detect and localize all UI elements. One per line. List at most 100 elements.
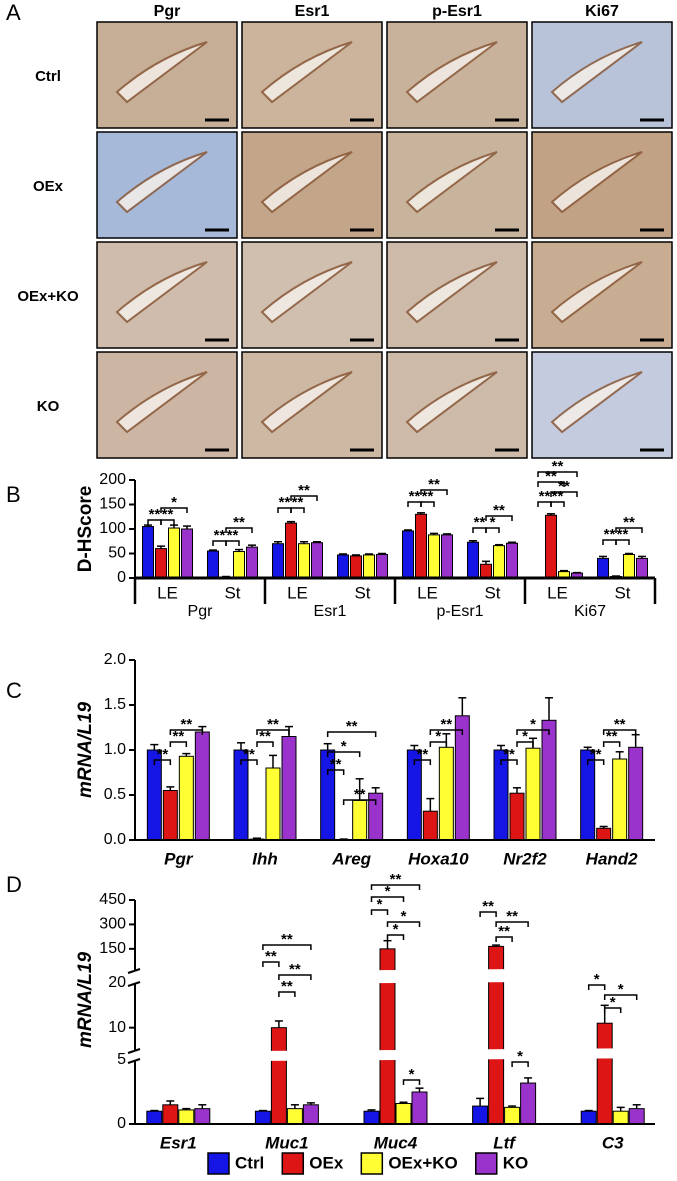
bar	[438, 746, 454, 841]
panel-label: B	[6, 482, 21, 507]
legend-label: OEx+KO	[388, 1153, 457, 1172]
lumen	[550, 371, 643, 434]
significance-label: **	[289, 961, 301, 978]
significance-label: **	[214, 527, 226, 544]
significance-label: *	[393, 921, 399, 938]
significance-label: **	[267, 716, 279, 733]
column-header: p-Esr1	[432, 3, 482, 20]
x-tick-label: LE	[547, 583, 568, 602]
bar	[472, 1105, 489, 1125]
significance-label: **	[552, 488, 564, 505]
significance-bracket	[516, 741, 534, 747]
significance-bracket	[370, 909, 389, 915]
significance-label: **	[180, 716, 192, 733]
bar	[480, 563, 492, 579]
micrograph	[241, 131, 383, 239]
break-mark	[127, 1048, 141, 1054]
bar	[352, 799, 368, 841]
y-tick-label: 450	[99, 891, 126, 908]
significance-bracket	[537, 481, 565, 487]
y-axis-label: mRNA/L19	[75, 952, 96, 1049]
row-label: OEx	[33, 178, 64, 195]
micrograph	[241, 241, 383, 349]
y-tick-label: 5	[117, 1051, 126, 1068]
lumen	[260, 151, 353, 214]
significance-label: **	[539, 488, 551, 505]
significance-bracket	[342, 799, 377, 805]
bar	[612, 758, 628, 841]
bar	[142, 526, 154, 579]
significance-label: **	[162, 506, 174, 523]
bar	[181, 528, 193, 579]
bar	[596, 827, 612, 841]
lumen	[260, 41, 353, 104]
significance-bracket	[386, 921, 421, 927]
significance-label: *	[377, 896, 383, 913]
significance-bracket	[603, 1007, 622, 1013]
micrograph	[531, 21, 673, 129]
bar	[281, 736, 297, 841]
significance-bracket	[370, 884, 421, 890]
x-tick-label: St	[224, 583, 240, 602]
bar	[286, 1108, 303, 1125]
significance-label: **	[617, 526, 629, 543]
significance-label: **	[552, 458, 564, 475]
significance-label: **	[292, 494, 304, 511]
significance-label: *	[517, 1048, 523, 1065]
significance-label: **	[422, 488, 434, 505]
significance-label: **	[503, 746, 515, 763]
y-tick-label: 1.5	[104, 696, 126, 713]
legend-swatch	[207, 1152, 230, 1175]
legend-swatch	[360, 1152, 384, 1175]
significance-label: **	[233, 514, 245, 531]
bar	[350, 555, 362, 579]
significance-label: *	[610, 994, 616, 1011]
bar	[520, 1082, 537, 1125]
significance-bracket	[262, 944, 312, 950]
micrograph	[531, 131, 673, 239]
significance-bracket	[413, 759, 432, 765]
x-tick-label: St	[484, 583, 500, 602]
significance-label: **	[265, 948, 277, 965]
significance-bracket	[615, 539, 630, 545]
significance-label: **	[259, 728, 271, 745]
significance-bracket	[256, 729, 290, 735]
bar	[597, 557, 609, 579]
lumen	[550, 261, 643, 324]
x-tick-label: C3	[602, 1133, 624, 1152]
significance-bracket	[326, 769, 345, 775]
bar	[302, 1104, 319, 1125]
bar	[525, 747, 541, 841]
x-tick-label: St	[354, 583, 370, 602]
group-label: Pgr	[188, 603, 214, 620]
bar	[376, 553, 388, 579]
significance-label: *	[490, 514, 496, 531]
bar	[422, 810, 438, 841]
micrograph	[386, 351, 528, 459]
significance-label: **	[354, 786, 366, 803]
bar	[628, 746, 644, 841]
significance-label: **	[281, 978, 293, 995]
micrograph	[386, 241, 528, 349]
significance-label: **	[604, 526, 616, 543]
significance-bracket	[225, 527, 253, 533]
significance-bracket	[326, 731, 377, 737]
y-tick-label: 300	[99, 916, 126, 933]
lumen	[550, 41, 643, 104]
x-tick-label: Areg	[331, 849, 371, 868]
bar	[337, 554, 349, 579]
significance-bracket	[615, 527, 643, 533]
lumen	[115, 371, 208, 434]
significance-label: **	[149, 506, 161, 523]
bar	[596, 1022, 613, 1125]
bar	[178, 755, 194, 841]
lumen	[115, 151, 208, 214]
significance-bracket	[602, 741, 621, 747]
significance-label: *	[171, 494, 177, 511]
significance-bracket	[429, 741, 448, 747]
significance-label: *	[594, 971, 600, 988]
significance-label: **	[506, 908, 518, 925]
lumen	[260, 261, 353, 324]
column-header: Esr1	[295, 3, 330, 20]
significance-bracket	[586, 759, 605, 765]
